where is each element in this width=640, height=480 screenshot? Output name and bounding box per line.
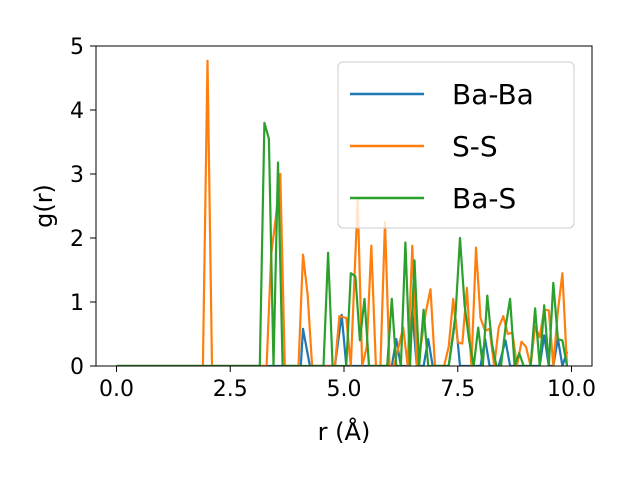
y-tick-label: 3	[70, 163, 84, 188]
x-tick-label: 7.5	[440, 377, 475, 402]
y-tick-label: 2	[70, 227, 84, 252]
legend-label: Ba-Ba	[452, 78, 534, 111]
series-layer	[116, 59, 569, 366]
y-tick-label: 5	[70, 35, 84, 60]
y-axis-label: g(r)	[30, 184, 58, 228]
legend-box	[337, 61, 575, 229]
x-tick-label: 2.5	[213, 377, 248, 402]
x-tick-label: 10.0	[547, 377, 596, 402]
y-axis: 0 1 2 3 4 5	[70, 35, 96, 380]
y-tick-label: 4	[70, 99, 84, 124]
x-axis-label: r (Å)	[318, 417, 371, 446]
y-tick-label: 1	[70, 291, 84, 316]
series-line-ba-ba	[116, 310, 569, 366]
x-tick-label: 5.0	[327, 377, 362, 402]
x-tick-label: 0.0	[99, 377, 134, 402]
y-tick-label: 0	[70, 355, 84, 380]
legend-label: Ba-S	[452, 182, 516, 215]
x-axis: 0.0 2.5 5.0 7.5 10.0	[99, 366, 596, 402]
series-line-ba-s	[116, 121, 569, 366]
legend: Ba-Ba S-S Ba-S	[337, 61, 575, 229]
legend-label: S-S	[452, 130, 498, 163]
